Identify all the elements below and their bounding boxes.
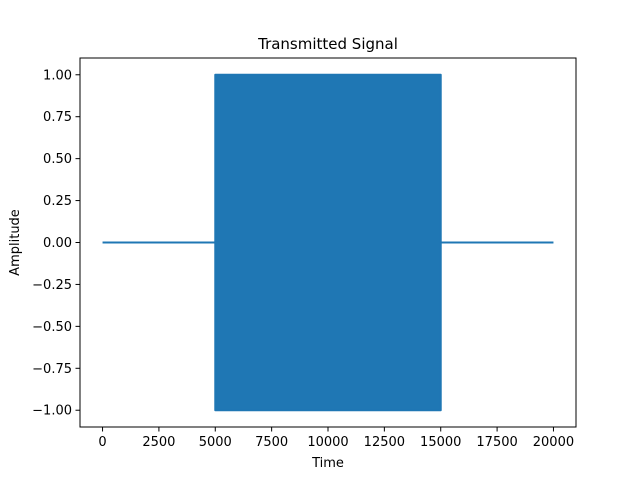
x-axis-ticks: 0 2500 5000 7500 10000 12500 15000 17500 20000 [98,427,574,450]
x-tick-label: 10000 [307,435,348,450]
x-tick-label: 7500 [255,435,288,450]
y-tick-label: −0.25 [32,278,72,293]
signal-segment-oscillating [214,73,442,412]
x-tick-label: 2500 [142,435,175,450]
y-tick-label: 0.00 [43,236,72,251]
y-tick-label: −1.00 [32,404,72,419]
y-tick-label: 0.50 [43,152,72,167]
x-tick-label: 0 [98,435,106,450]
data-layer [102,73,554,412]
chart-title: Transmitted Signal [257,35,398,53]
y-tick-label: 0.25 [43,194,72,209]
y-tick-label: 1.00 [43,68,72,83]
x-tick-label: 12500 [364,435,405,450]
x-tick-label: 20000 [533,435,574,450]
x-tick-label: 15000 [420,435,461,450]
x-tick-label: 5000 [199,435,232,450]
x-tick-label: 17500 [476,435,517,450]
y-tick-label: −0.75 [32,362,72,377]
y-tick-label: 0.75 [43,110,72,125]
y-tick-label: −0.50 [32,320,72,335]
y-axis-ticks: −1.00 −0.75 −0.50 −0.25 0.00 0.25 0.50 0.75 1.00 [32,68,80,419]
x-axis-label: Time [311,456,344,471]
y-axis-label: Amplitude [8,209,23,276]
